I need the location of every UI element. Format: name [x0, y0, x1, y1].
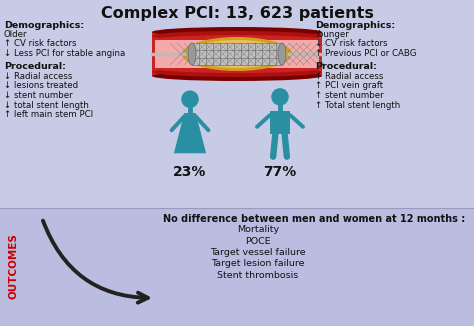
Ellipse shape	[152, 71, 322, 81]
Text: ↑ PCI vein graft: ↑ PCI vein graft	[315, 82, 383, 91]
Text: Demographics:: Demographics:	[4, 21, 84, 30]
Text: ↑ stent number: ↑ stent number	[315, 91, 383, 100]
Text: ↓ Less PCI for stable angina: ↓ Less PCI for stable angina	[4, 49, 125, 58]
Text: Complex PCI: 13, 623 patients: Complex PCI: 13, 623 patients	[100, 6, 374, 21]
Text: Procedural:: Procedural:	[315, 62, 377, 71]
Text: ↑ Previous PCI or CABG: ↑ Previous PCI or CABG	[315, 49, 417, 58]
Ellipse shape	[188, 43, 196, 65]
Text: Stent thrombosis: Stent thrombosis	[218, 271, 299, 280]
Text: POCE: POCE	[245, 236, 271, 245]
Text: Demographics:: Demographics:	[315, 21, 395, 30]
Text: No difference between men and women at 12 months :: No difference between men and women at 1…	[163, 214, 465, 224]
Bar	[0, 208, 474, 326]
Bar	[0, 0, 474, 208]
Circle shape	[182, 91, 198, 107]
Text: OUTCOMES: OUTCOMES	[9, 233, 19, 299]
Bar	[152, 32, 322, 76]
Ellipse shape	[152, 67, 322, 77]
Text: ↓ stent number: ↓ stent number	[4, 91, 73, 100]
Text: ↓ total stent length: ↓ total stent length	[4, 100, 89, 110]
Text: ↓ Radial access: ↓ Radial access	[4, 72, 73, 81]
Text: Procedural:: Procedural:	[4, 62, 66, 71]
Circle shape	[272, 89, 288, 105]
Ellipse shape	[182, 37, 292, 71]
Polygon shape	[174, 113, 206, 153]
Text: Target vessel failure: Target vessel failure	[210, 248, 306, 257]
Ellipse shape	[152, 63, 322, 73]
Ellipse shape	[187, 40, 287, 68]
Text: ↓ CV risk factors: ↓ CV risk factors	[315, 39, 388, 49]
Text: ↑ Radial access: ↑ Radial access	[315, 72, 383, 81]
Polygon shape	[270, 111, 291, 134]
Text: ↓ lesions treated: ↓ lesions treated	[4, 82, 78, 91]
FancyArrowPatch shape	[43, 221, 148, 303]
Text: Younger: Younger	[315, 30, 350, 39]
Ellipse shape	[152, 31, 322, 41]
Text: ↑ CV risk factors: ↑ CV risk factors	[4, 39, 76, 49]
Ellipse shape	[152, 35, 322, 45]
Text: ↑ Total stent length: ↑ Total stent length	[315, 100, 400, 110]
Bar	[192, 43, 282, 65]
Text: ↑ left main stem PCI: ↑ left main stem PCI	[4, 110, 93, 119]
Text: 77%: 77%	[264, 165, 297, 179]
Text: 23%: 23%	[173, 165, 207, 179]
Text: Older: Older	[4, 30, 27, 39]
Ellipse shape	[278, 43, 286, 65]
Ellipse shape	[152, 27, 322, 37]
Text: Target lesion failure: Target lesion failure	[211, 259, 305, 269]
Text: Mortality: Mortality	[237, 225, 279, 234]
Bar	[155, 40, 319, 68]
